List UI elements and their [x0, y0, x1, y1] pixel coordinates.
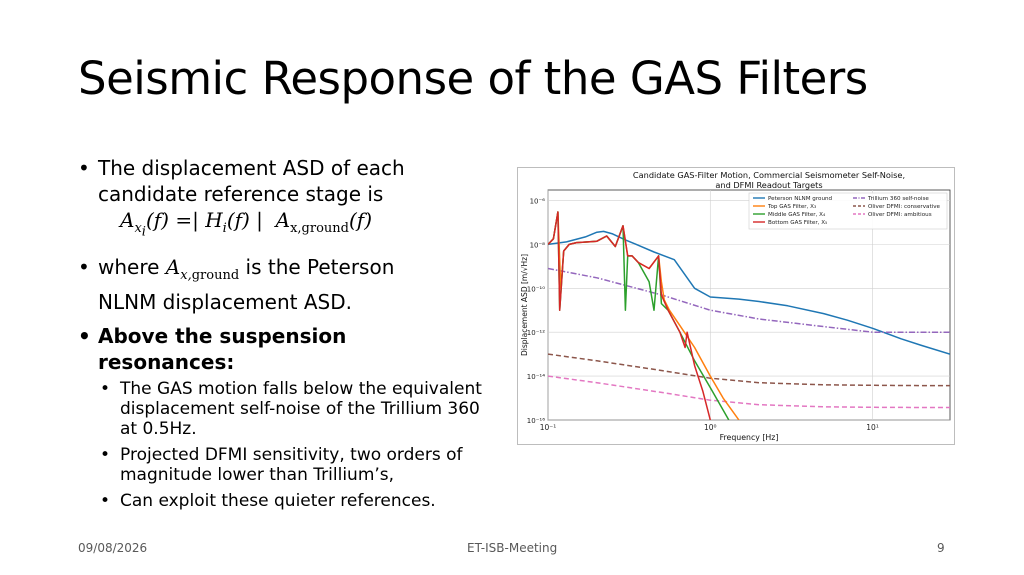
- bullet2-post: is the Peterson: [245, 254, 395, 279]
- x-tick-label: 10¹: [866, 423, 879, 432]
- bullet2-pre: where: [98, 254, 160, 279]
- y-tick-label: 10⁻¹⁶: [527, 417, 545, 425]
- bullet-list: The displacement ASD of each candidate r…: [78, 155, 498, 517]
- bullet3-line2: resonances:: [98, 349, 235, 374]
- y-tick-label: 10⁻¹⁴: [527, 373, 545, 381]
- legend-entry-2: Middle GAS Filter, X₄: [768, 212, 826, 218]
- y-tick-label: 10⁻¹⁰: [527, 285, 545, 293]
- ground-symbol: Ax,ground: [165, 254, 240, 283]
- bullet3-line1: Above the suspension: [98, 323, 347, 348]
- y-tick-label: 10⁻⁸: [530, 241, 546, 249]
- bullet-above-resonances: Above the suspension resonances:: [78, 323, 498, 375]
- footer-date: 09/08/2026: [78, 541, 148, 555]
- y-tick-label: 10⁻¹²: [527, 329, 545, 337]
- bullet1-line1: The displacement ASD of each: [98, 156, 405, 180]
- x-tick-label: 10⁰: [704, 423, 717, 432]
- footer-event: ET-ISB-Meeting: [467, 541, 558, 555]
- legend-entry-4: Trillium 360 self-noise: [867, 196, 929, 202]
- series-line-0: [548, 230, 950, 355]
- bullet-peterson: where Ax,ground is the Peterson NLNM dis…: [78, 254, 498, 315]
- sub-bullet: The GAS motion falls below the equivalen…: [78, 379, 498, 439]
- bullet1-line2: candidate reference stage is: [98, 182, 384, 206]
- chart-subtitle: and DFMI Readout Targets: [715, 180, 822, 190]
- y-axis-label: Displacement ASD [m/√Hz]: [520, 254, 529, 356]
- legend-entry-5: Oliver DFMI: conservative: [868, 204, 940, 210]
- sub-bullet: Projected DFMI sensitivity, two orders o…: [78, 445, 498, 485]
- legend-entry-3: Bottom GAS Filter, X₅: [768, 220, 827, 226]
- series-line-3: [548, 211, 712, 420]
- bullet-displacement-asd: The displacement ASD of each candidate r…: [78, 155, 498, 246]
- legend-box: [748, 192, 948, 230]
- legend-entry-6: Oliver DFMI: ambitious: [868, 212, 932, 218]
- x-axis-label: Frequency [Hz]: [720, 433, 779, 442]
- asd-chart: 10⁻¹ 10⁰ 10¹ 10⁻⁶ 10⁻⁸ 10⁻¹⁰ 10⁻¹² 10⁻¹⁴ 10⁻¹⁶ Ca…: [517, 167, 955, 445]
- legend-entry-0: Peterson NLNM ground: [768, 196, 833, 202]
- asd-formula: Axi(f) =| Hi(f) | Ax,ground(f): [120, 208, 372, 240]
- sub-bullet: Can exploit these quieter references.: [78, 491, 498, 511]
- bullet2-line2: NLNM displacement ASD.: [98, 289, 352, 314]
- series-line-4: [548, 267, 950, 333]
- footer-page-number: 9: [937, 541, 945, 555]
- x-tick-label: 10⁻¹: [540, 423, 557, 432]
- slide-title: Seismic Response of the GAS Filters: [78, 52, 868, 105]
- y-tick-label: 10⁻⁶: [530, 197, 546, 205]
- chart-title: Candidate GAS-Filter Motion, Commercial …: [633, 170, 905, 180]
- legend-entry-1: Top GAS Filter, X₃: [767, 204, 816, 210]
